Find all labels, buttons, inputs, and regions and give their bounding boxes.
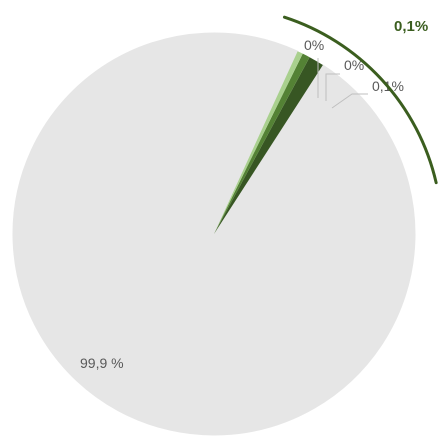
callout: 0,1% xyxy=(282,15,438,185)
slice-label-small-2: 0% xyxy=(344,57,364,73)
pie-slice-main xyxy=(12,32,416,436)
slice-label-small-1: 0% xyxy=(304,37,324,53)
pie-slice-small-2 xyxy=(214,53,310,235)
pie-slice-small-1 xyxy=(214,51,303,234)
slice-label-main: 99,9 % xyxy=(80,355,124,371)
leader-line-3 xyxy=(331,93,368,109)
callout-label: 0,1% xyxy=(394,18,428,35)
leader-line-2 xyxy=(325,73,340,101)
pie-slices xyxy=(12,32,416,436)
callout-arc xyxy=(282,15,438,185)
leader-lines xyxy=(317,58,368,109)
pie-slice-small-3 xyxy=(214,57,323,234)
